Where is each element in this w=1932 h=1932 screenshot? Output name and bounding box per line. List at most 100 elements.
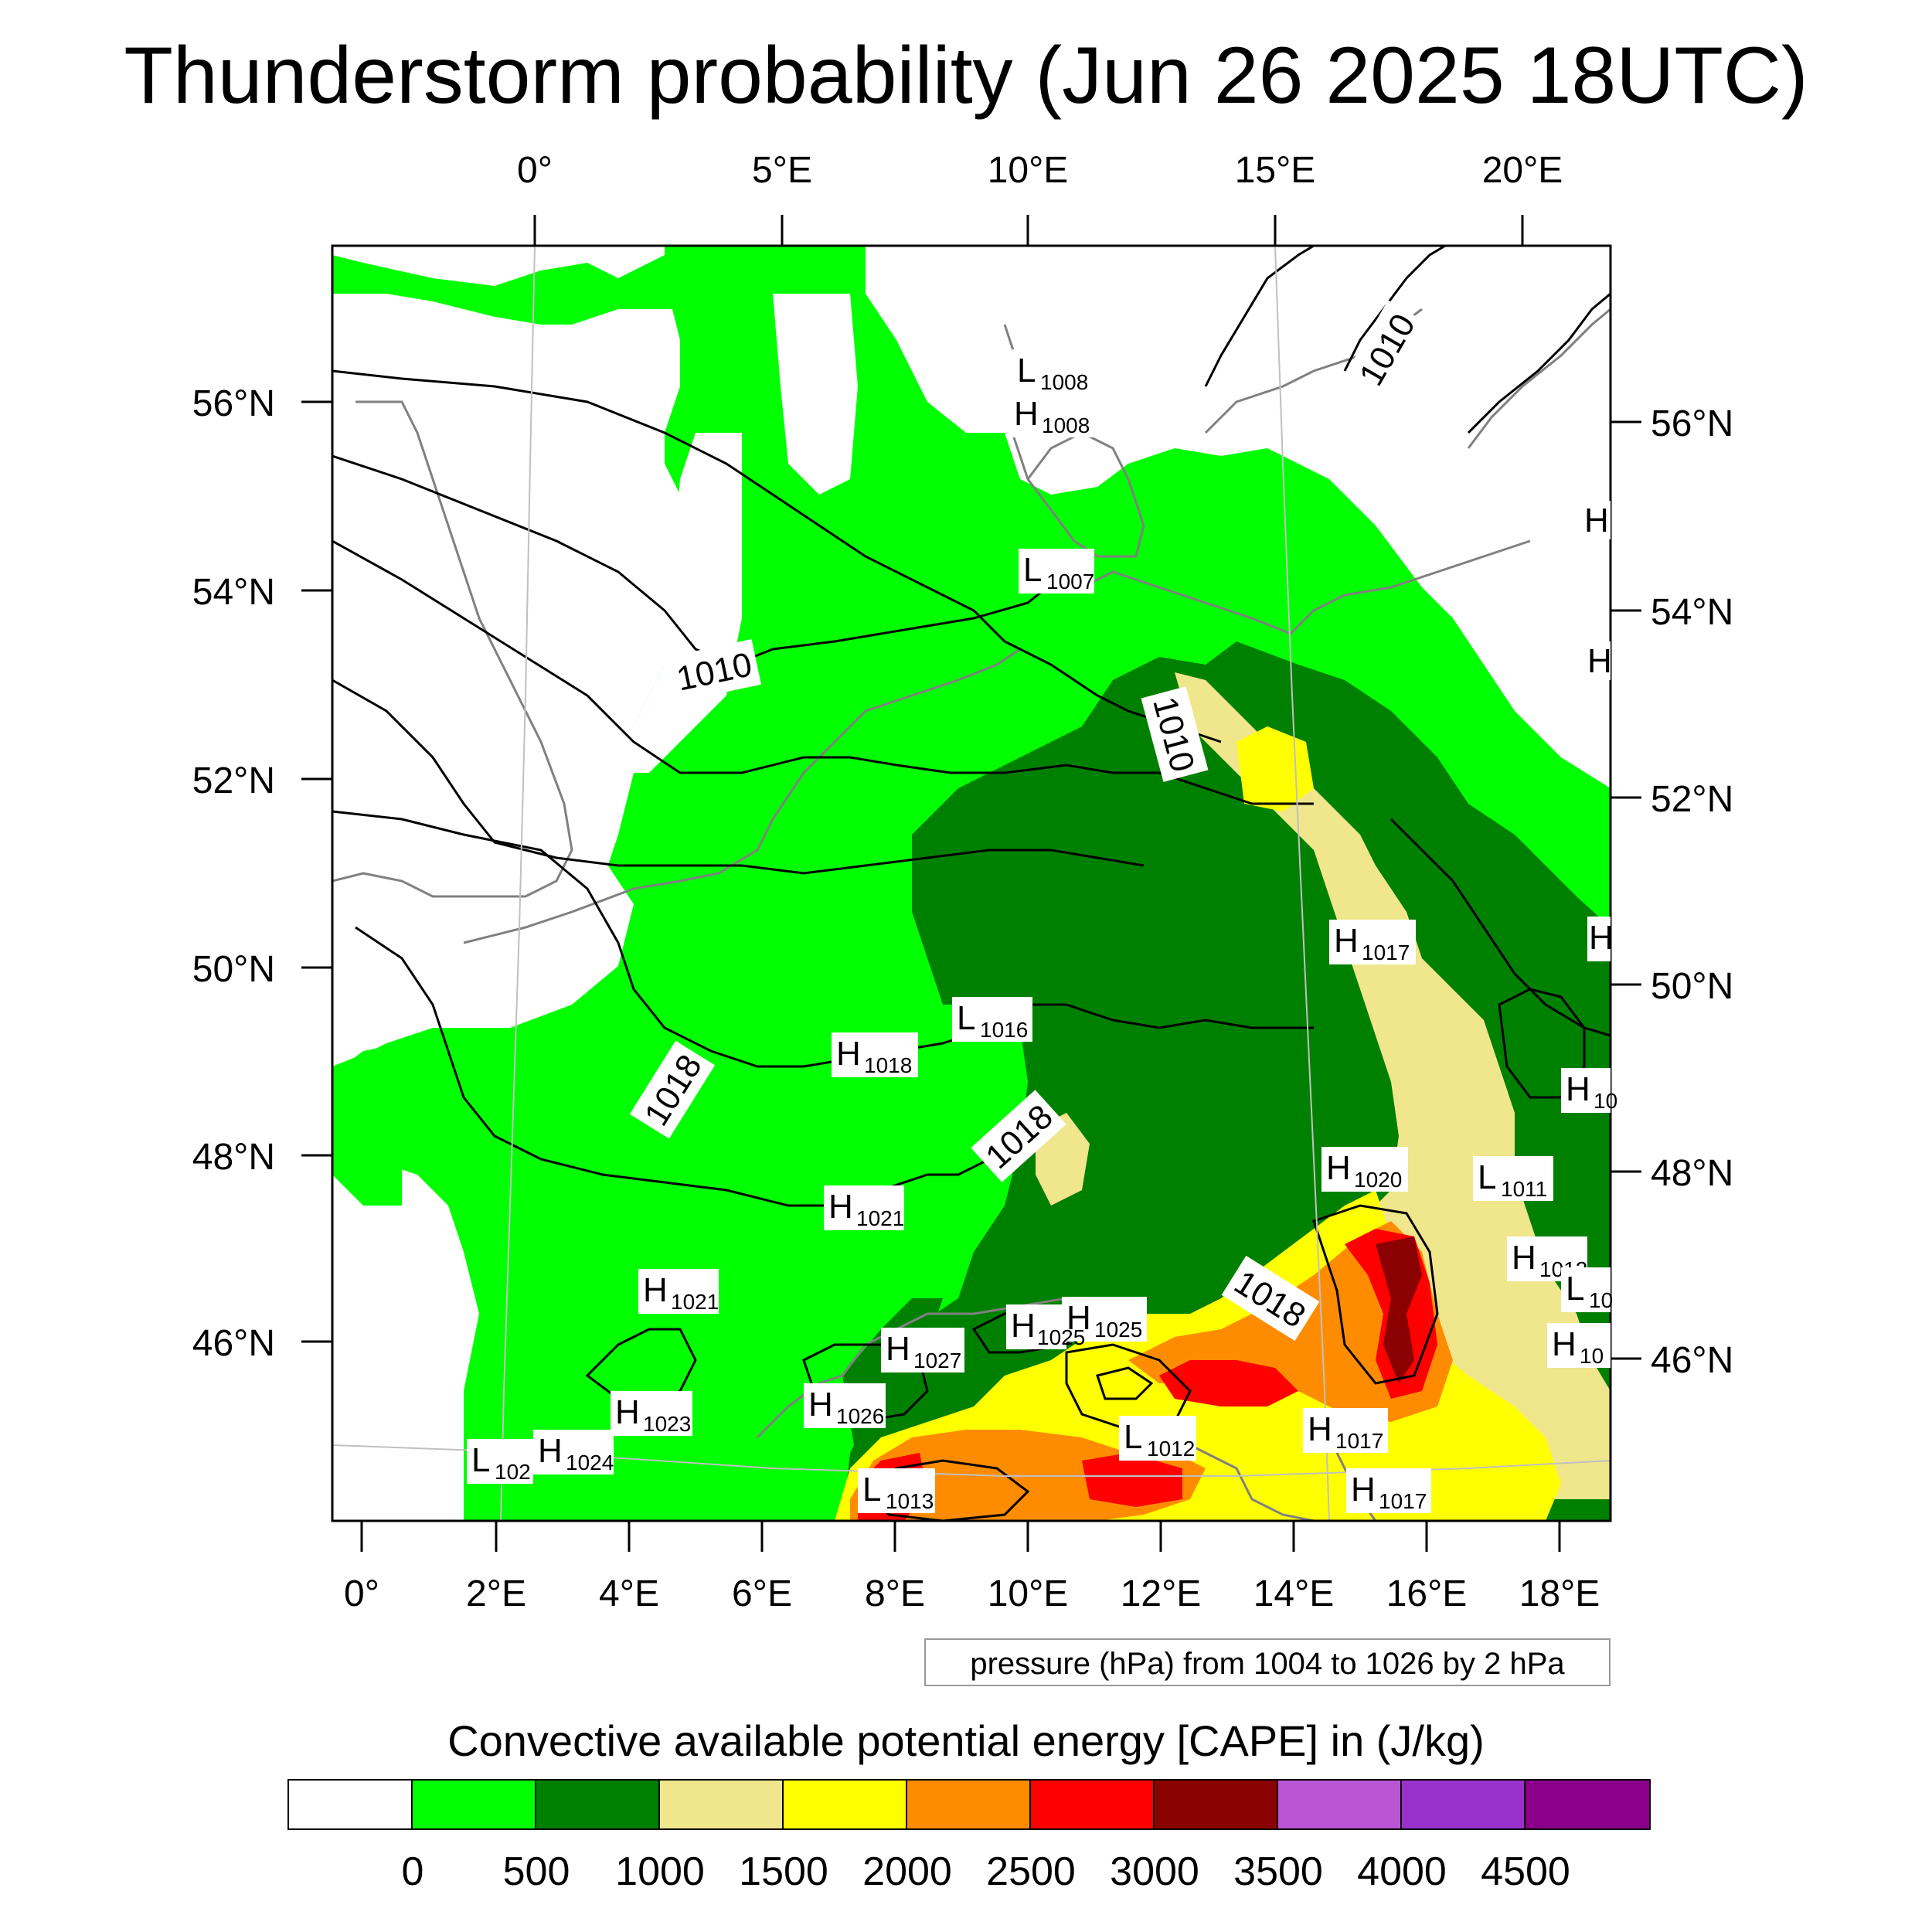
- chart-title: Thunderstorm probability (Jun 26 2025 18…: [124, 31, 1808, 121]
- top-lon-label: 10°E: [988, 150, 1069, 191]
- pressure-center-value: 1023: [643, 1412, 691, 1436]
- pressure-center-value: 1013: [886, 1489, 934, 1513]
- pressure-contour-note: pressure (hPa) from 1004 to 1026 by 2 hP…: [924, 1638, 1611, 1686]
- colorbar-swatch: [1278, 1781, 1402, 1828]
- left-lat-label: 50°N: [192, 949, 275, 990]
- colorbar-tick-label: 500: [502, 1849, 570, 1894]
- pressure-center-type: L: [1017, 352, 1036, 389]
- pressure-center-type: H: [1066, 1299, 1091, 1337]
- pressure-center-type: H: [1587, 642, 1612, 680]
- top-lon-labels: 0° 5°E 10°E 15°E 20°E: [517, 150, 1563, 191]
- pressure-center-value: 1008: [1042, 413, 1090, 437]
- colorbar-tick-label: 1500: [739, 1849, 828, 1894]
- pressure-center-value: 1017: [1379, 1489, 1427, 1513]
- colorbar-labels: 0 500 1000 1500 2000 2500 3000 3500 4000 4500: [0, 1849, 1932, 1903]
- left-lat-label: 46°N: [192, 1323, 275, 1364]
- pressure-center-value: 10: [1589, 1288, 1613, 1312]
- cape-region-2500-3000-hungary: [1159, 1360, 1298, 1406]
- pressure-center-value: 1026: [836, 1404, 884, 1428]
- pressure-center-type: H: [1326, 1149, 1351, 1187]
- tick-marks: [301, 215, 1641, 1552]
- colorbar-swatch: [1155, 1781, 1278, 1828]
- colorbar-swatch: [536, 1781, 660, 1828]
- colorbar-tick-label: 3000: [1110, 1849, 1199, 1894]
- colorbar-tick-label: 2000: [862, 1849, 952, 1894]
- colorbar-tick-label: 0: [401, 1849, 424, 1894]
- right-lat-label: 46°N: [1651, 1340, 1733, 1381]
- colorbar-tick-label: 3500: [1233, 1849, 1323, 1894]
- colorbar-swatch: [1031, 1781, 1155, 1828]
- map-frame: [331, 244, 1612, 1522]
- pressure-center-value: 1008: [1040, 370, 1088, 394]
- bottom-lon-label: 10°E: [988, 1573, 1069, 1614]
- left-lat-label: 56°N: [192, 383, 275, 424]
- pressure-center-type: H: [538, 1432, 563, 1470]
- top-lon-label: 20°E: [1482, 150, 1563, 191]
- pressure-centers: L 1008 H 1008 L 1007 H 1017 L 1016 H 101…: [467, 349, 1617, 1513]
- bottom-lon-label: 4°E: [599, 1573, 659, 1614]
- legend-title: Convective available potential energy [C…: [447, 1716, 1485, 1765]
- pressure-center-type: H: [643, 1271, 668, 1309]
- pressure-center-type: L: [471, 1441, 490, 1479]
- right-lat-labels: 56°N 54°N 52°N 50°N 48°N 46°N: [1651, 403, 1733, 1381]
- pressure-center-type: H: [1351, 1471, 1376, 1509]
- bottom-lon-label: 12°E: [1121, 1573, 1202, 1614]
- right-lat-label: 50°N: [1651, 966, 1733, 1007]
- pressure-center-type: H: [1589, 919, 1614, 957]
- colorbar-swatch: [784, 1781, 907, 1828]
- top-lon-label: 0°: [517, 150, 553, 191]
- pressure-center-value: 1027: [913, 1349, 961, 1372]
- colorbar-swatch: [907, 1781, 1031, 1828]
- pressure-center-type: L: [1566, 1270, 1584, 1308]
- left-lat-label: 54°N: [192, 572, 275, 613]
- right-lat-label: 54°N: [1651, 592, 1733, 633]
- pressure-center-type: H: [886, 1330, 910, 1368]
- pressure-center-type: H: [1308, 1410, 1332, 1448]
- colorbar: [287, 1779, 1651, 1830]
- pressure-center-type: H: [1011, 1307, 1036, 1345]
- pressure-center-value: 10: [1580, 1344, 1604, 1368]
- left-lat-label: 48°N: [192, 1137, 275, 1178]
- pressure-center-value: 1025: [1094, 1318, 1142, 1342]
- pressure-center-value: 1024: [566, 1451, 614, 1475]
- pressure-center-value: 1021: [671, 1290, 719, 1314]
- pressure-center-type: H: [1552, 1325, 1577, 1363]
- bottom-lon-label: 6°E: [732, 1573, 792, 1614]
- colorbar-swatch: [413, 1781, 536, 1828]
- pressure-center-type: H: [1014, 395, 1039, 433]
- pressure-center-value: 1020: [1354, 1168, 1402, 1192]
- colorbar-swatch: [1402, 1781, 1526, 1828]
- pressure-center-value: 1018: [864, 1053, 912, 1077]
- pressure-center-type: H: [836, 1035, 861, 1073]
- bottom-lon-label: 16°E: [1386, 1573, 1468, 1614]
- pressure-center-value: 1021: [856, 1206, 904, 1230]
- pressure-center-type: L: [1023, 551, 1042, 589]
- pressure-center-value: 1011: [1501, 1177, 1547, 1201]
- pressure-center-value: 1012: [1147, 1437, 1195, 1461]
- pressure-center-type: L: [1124, 1418, 1142, 1456]
- pressure-center-value: 10: [1594, 1089, 1617, 1113]
- left-lat-labels: 56°N 54°N 52°N 50°N 48°N 46°N: [192, 383, 275, 1364]
- pressure-center-type: L: [1478, 1158, 1496, 1196]
- bottom-lon-label: 8°E: [865, 1573, 925, 1614]
- pressure-center-type: H: [1334, 922, 1359, 960]
- bottom-lon-label: 0°: [344, 1573, 379, 1614]
- cape-gap-north-sea: [773, 294, 858, 495]
- pressure-center-value: 1017: [1362, 940, 1410, 964]
- pressure-center-type: H: [1566, 1070, 1590, 1108]
- right-lat-label: 56°N: [1651, 403, 1733, 444]
- pressure-center-value: 1025: [1037, 1325, 1085, 1349]
- cape-region-2500-3000-adriatic: [1082, 1453, 1182, 1507]
- cape-region-3000-3500: [1376, 1236, 1422, 1383]
- colorbar-tick-label: 1000: [615, 1849, 705, 1894]
- bottom-lon-label: 18°E: [1519, 1573, 1600, 1614]
- colorbar-tick-label: 4000: [1357, 1849, 1447, 1894]
- bottom-lon-label: 2°E: [466, 1573, 526, 1614]
- bottom-lon-labels: 0° 2°E 4°E 6°E 8°E 10°E 12°E 14°E 16°E 1…: [344, 1573, 1600, 1614]
- left-lat-label: 52°N: [192, 760, 275, 801]
- right-lat-label: 48°N: [1651, 1153, 1733, 1194]
- cape-gap-france-west: [332, 765, 634, 1066]
- pressure-center-value: 1007: [1046, 570, 1094, 594]
- right-lat-label: 52°N: [1651, 779, 1733, 820]
